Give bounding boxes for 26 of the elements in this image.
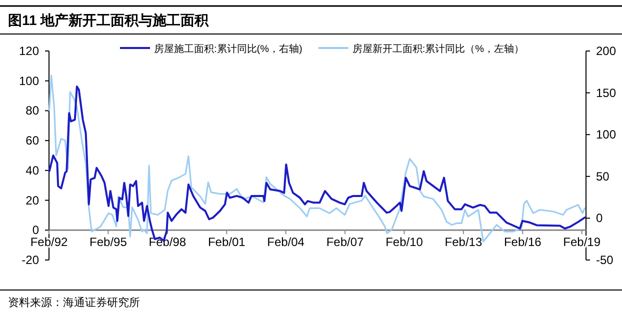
y-tick-label: 120 [18,44,40,58]
y2-tick-label: -50 [596,253,614,267]
y-tick-label: 0 [32,223,40,238]
x-tick-label: Feb/04 [267,235,305,250]
x-tick-label: Feb/10 [386,235,424,250]
x-tick-label: Feb/01 [208,235,246,250]
y-tick-label: 80 [26,104,40,118]
x-tick-label: Feb/13 [444,235,482,250]
y-tick-label: 100 [18,74,40,88]
y-tick-label: 60 [26,134,40,148]
chart-title: 图11 地产新开工面积与施工面积 [8,12,210,28]
y-tick-label: -20 [22,253,40,267]
y-tick-label: 40 [26,163,40,178]
y2-tick-label: 200 [596,44,616,58]
x-tick-label: Feb/95 [90,235,128,250]
y2-tick-label: 0 [596,211,603,226]
legend-label: 房屋施工面积:累计同比(%，右轴) [154,43,302,55]
x-tick-label: Feb/07 [326,235,364,250]
text: 资料来源：海通证券研究所 [8,296,140,309]
y2-tick-label: 150 [596,86,616,100]
x-tick-label: Feb/16 [504,235,542,250]
y-tick-label: 20 [26,193,40,208]
legend-label: 房屋新开工面积:累计同比（%，左轴） [352,43,524,55]
y2-tick-label: 100 [596,128,616,142]
x-tick-label: Feb/98 [148,235,186,250]
y2-tick-label: 50 [596,169,610,184]
